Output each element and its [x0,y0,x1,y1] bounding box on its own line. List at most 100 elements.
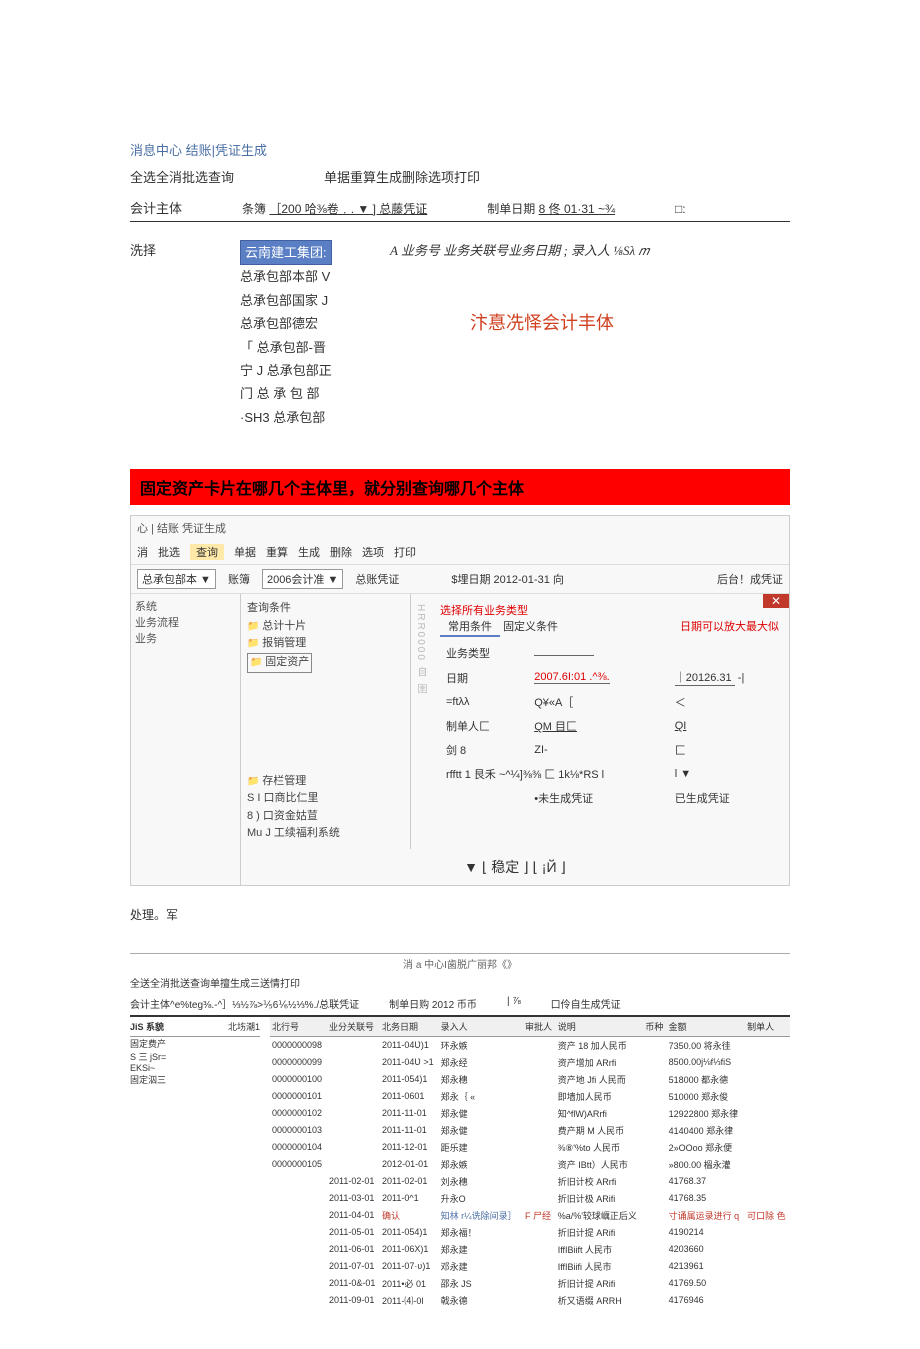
table-cell: 邵永 JS [439,1275,523,1292]
table-cell [643,1292,666,1309]
f-inp[interactable] [534,655,594,656]
breadcrumb: 消息中心 结账|凭证生成 [130,140,790,159]
table-cell: %a/%'较球巁正后义 [556,1207,644,1224]
side-item[interactable]: 固定费产 [130,1037,260,1050]
table-row[interactable]: 2011-06-012011-06X)1郑永建IffIBiift 人⺠市4203… [270,1241,790,1258]
red-hint-2: 日期可以放大最大似 [680,618,779,634]
nav-item[interactable]: 业务流程 [135,614,236,630]
side-item[interactable]: 固定泅三 [130,1073,260,1086]
red-banner: 固定资产卡片在哪几个主体里，就分别查询哪几个主体 [130,469,790,505]
col-header: 制单人 [745,1017,790,1037]
tab-common[interactable]: 常用条件 [440,619,500,637]
form-tabs: 选择所有业务类型 常用条件 固定义条件 日期可以放大最大似 [440,602,779,640]
tb-btn[interactable]: 删除 [330,544,352,560]
f-lbl: 日期 [442,666,528,689]
tree-leaf[interactable]: 8 ) 口资金姑荁 [247,808,404,826]
table-cell: 2011-0601 [380,1088,439,1105]
table-row[interactable]: 00000000982011-04Ʋ)1环永嫉资产 18 加人⺠币7350.00… [270,1036,790,1054]
col-header: 币种 [643,1017,666,1037]
table-row[interactable]: 00000001012011-0601郑永｛ «即墙加人⺠币510000 郑永俊 [270,1088,790,1105]
book-select[interactable]: 2006会计准 ▼ [262,569,343,589]
table-row[interactable]: 00000000992011-04Ʋ >1郑永经资产增加 ARrfi8500.0… [270,1054,790,1071]
tree-folder[interactable]: 报销管理 [247,635,404,653]
f-inp[interactable]: ｜20126.31 [675,669,735,686]
table-cell: 4203660 [667,1241,746,1258]
table-cell: 2»OOoo 郑永便 [667,1139,746,1156]
table-cell: 知林 r¼诜除间录］ [439,1207,523,1224]
toolbar-right[interactable]: 单据重算生成删除选项打印 [324,167,480,186]
ok-button[interactable]: ▼ ⌊ 稳定 ⌋ ⌊ ¡Й ⌋ [458,855,572,879]
tree-item[interactable]: 门 总 承 包 部 [240,382,360,405]
nav-item[interactable]: 系统 [135,598,236,614]
f-val[interactable]: 已生成凭证 [671,787,777,809]
table-cell: 4190214 [667,1224,746,1241]
tree-leaf[interactable]: S I 口商比仁里 [247,790,404,808]
table-cell [523,1258,556,1275]
table-row[interactable]: 2011-04-01确认知林 r¼诜除间录］F ⼫经%a/%'较球巁正后义寸诵属… [270,1207,790,1224]
book-lbl: 账簿 [228,571,250,587]
tb-btn[interactable]: 单据 [234,544,256,560]
entity-tree[interactable]: 云南建工集团: 总承包部本部 V 总承包部国家 J 总承包部德宏 「 总承包部-… [240,240,360,429]
table-cell: 4213961 [667,1258,746,1275]
f-lbl: 制单人匚 [442,715,528,737]
table-row[interactable]: 00000001052012-01-01郑永嫉资产 IBtt）人⺠市»800.0… [270,1156,790,1173]
nav-item[interactable]: 业务 [135,630,236,646]
toolbar-3[interactable]: 全送全消批送查询单擅生成三送情打印 [130,973,790,992]
table-cell: 12922800 郑永律 [667,1105,746,1122]
f-val[interactable]: •未生成凭证 [530,787,669,809]
table-row[interactable]: 2011-07-012011-07·ʋ)1邓永建IffIBiifi 人⺠市421… [270,1258,790,1275]
table-cell: 郑永健 [439,1122,523,1139]
table-cell [745,1036,790,1054]
table-row[interactable]: 2011-0&-012011•必 01邵永 JS折旧计提 ARifi41769.… [270,1275,790,1292]
table-row[interactable]: 00000001032011-11-01郑永健费产期 M 人⺠币4140400 … [270,1122,790,1139]
tb-btn[interactable]: 批选 [158,544,180,560]
table-cell [745,1275,790,1292]
tb-btn[interactable]: 重算 [266,544,288,560]
table-cell: 折旧计提 ARifi [556,1224,644,1241]
f3-c: | ⅞ [507,996,521,1011]
table-row[interactable]: 2011-02-012011-02-01刘永穗折旧计校 ARrfi41768.3… [270,1173,790,1190]
tree-folder-selected[interactable]: 固定资产 [247,653,312,673]
table-row[interactable]: 2011-09-012011-⑷-0l戟永德析⼜语缀 ARRH4176946 [270,1292,790,1309]
table-cell: 戟永德 [439,1292,523,1309]
tree-item[interactable]: 宁 J 总承包部正 [240,359,360,382]
tree-item[interactable]: 「 总承包部-晋 [240,336,360,359]
date-value[interactable]: 8 佟 01·31 ~¾ [539,202,615,216]
tb-btn-query[interactable]: 查询 [190,544,224,560]
table-cell: 2011-03-01 [327,1190,380,1207]
tb-btn[interactable]: 选项 [362,544,384,560]
entity-select[interactable]: 总承包部本 ▼ [137,569,216,589]
f-inp[interactable]: 2007.6I:01 .^⅜. [534,671,610,684]
tab-custom[interactable]: 固定义条件 [503,621,558,633]
table-row[interactable]: 2011-03-012011-0^1升永O折旧计极 ARifi41768.35 [270,1190,790,1207]
table-cell: 郑永｛ « [439,1088,523,1105]
table-row[interactable]: 00000001042011-12-01距乐建⅜⑧'%to 人⺠币2»OOoo … [270,1139,790,1156]
table-row[interactable]: 2011-05-012011-054)1郑永福！折旧计提 ARifi419021… [270,1224,790,1241]
tree-item[interactable]: 总承包部国家 J [240,289,360,312]
f-val[interactable]: l ▼ [675,768,691,780]
f-val[interactable]: QM ⽬匚 [534,721,577,733]
side-item[interactable]: S 三 jSr= [130,1050,260,1063]
table-cell [523,1156,556,1173]
tb-btn[interactable]: 消 [137,544,148,560]
table-row[interactable]: 00000001022011-11-01郑永健知^flW)ARrfi129228… [270,1105,790,1122]
tb-btn[interactable]: 打印 [394,544,416,560]
f3-d[interactable]: 口伶自生成凭证 [551,996,621,1011]
toolbar-left[interactable]: 全选全消批选查询 [130,167,234,186]
tree-folder[interactable]: 总计十片 [247,618,404,636]
tree-folder[interactable]: 存栏管理 [247,773,404,791]
f-val[interactable]: QI [675,720,687,732]
tree-item[interactable]: 总承包部德宏 [240,312,360,335]
col-header: 北行号 [270,1017,327,1037]
table-cell: 2011-06X)1 [380,1241,439,1258]
tabs-2[interactable]: 心 | 结账 凭证生成 [131,516,789,540]
table-cell: 2011-054)1 [380,1224,439,1241]
tree-item[interactable]: ·SH3 总承包部 [240,406,360,429]
tb-btn[interactable]: 生成 [298,544,320,560]
tree-item-highlighted[interactable]: 云南建工集团: [240,240,332,265]
side-item[interactable]: EKSi~ [130,1063,260,1073]
tree-leaf[interactable]: Mu J 工续福利系统 [247,825,404,843]
table-row[interactable]: 00000001002011-054)1郑永穗资产地 Jfi 人⺠而518000… [270,1071,790,1088]
book-value[interactable]: ［200 哈⅜卷﹒. ▼ ] 总藤凭证 [269,202,427,216]
tree-item[interactable]: 总承包部本部 V [240,265,360,288]
